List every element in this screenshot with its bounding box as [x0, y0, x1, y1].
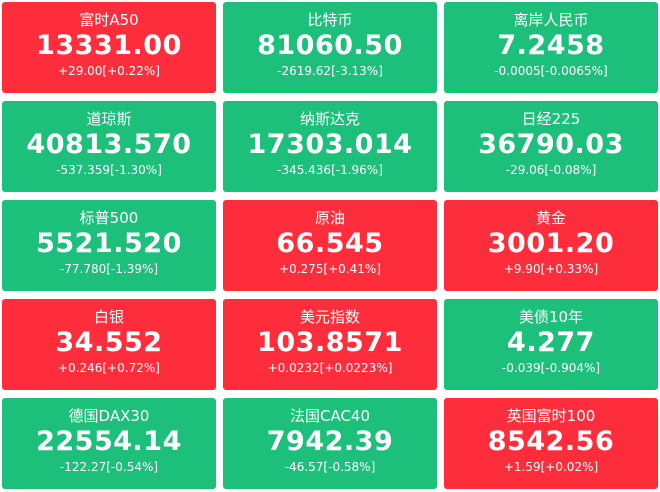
quote-price: 81060.50: [257, 30, 403, 61]
quote-name: 原油: [314, 209, 345, 227]
quote-name: 比特币: [307, 11, 353, 29]
quote-price: 5521.520: [36, 228, 182, 259]
quote-card-sp500[interactable]: 标普500 5521.520 -77.780[-1.39%]: [2, 200, 216, 291]
quote-card-dollar-index[interactable]: 美元指数 103.8571 +0.0232[+0.0223%]: [223, 299, 437, 390]
quote-price: 66.545: [276, 228, 384, 259]
quote-card-us-10y-treasury[interactable]: 美债10年 4.277 -0.039[-0.904%]: [444, 299, 658, 390]
quote-name: 英国富时100: [506, 407, 596, 425]
quote-card-crude-oil[interactable]: 原油 66.545 +0.275[+0.41%]: [223, 200, 437, 291]
quote-change: -29.06[-0.08%]: [505, 163, 597, 177]
quote-card-ftse-100[interactable]: 英国富时100 8542.56 +1.59[+0.02%]: [444, 398, 658, 489]
quote-change: -345.436[-1.96%]: [277, 163, 383, 177]
quote-name: 日经225: [521, 110, 581, 128]
quote-price: 7942.39: [266, 426, 394, 457]
quote-price: 8542.56: [487, 426, 615, 457]
quote-price: 22554.14: [36, 426, 182, 457]
quote-price: 40813.570: [26, 129, 192, 160]
quote-card-ftse-china-a50[interactable]: 富时A50 13331.00 +29.00[+0.22%]: [2, 2, 216, 93]
quote-name: 美元指数: [299, 308, 360, 326]
quote-name: 白银: [93, 308, 124, 326]
quote-card-dax30[interactable]: 德国DAX30 22554.14 -122.27[-0.54%]: [2, 398, 216, 489]
quote-name: 黄金: [535, 209, 566, 227]
quote-price: 7.2458: [497, 30, 605, 61]
quote-card-silver[interactable]: 白银 34.552 +0.246[+0.72%]: [2, 299, 216, 390]
quote-price: 103.8571: [257, 327, 403, 358]
quote-price: 17303.014: [247, 129, 413, 160]
quote-change: +29.00[+0.22%]: [58, 64, 160, 78]
quote-price: 36790.03: [478, 129, 624, 160]
quote-name: 美债10年: [518, 308, 584, 326]
quote-name: 德国DAX30: [68, 407, 150, 425]
quote-card-cac40[interactable]: 法国CAC40 7942.39 -46.57[-0.58%]: [223, 398, 437, 489]
quote-change: -77.780[-1.39%]: [59, 262, 159, 276]
quote-change: -122.27[-0.54%]: [59, 460, 159, 474]
quote-change: -537.359[-1.30%]: [56, 163, 162, 177]
quote-card-offshore-rmb[interactable]: 离岸人民币 7.2458 -0.0005[-0.0065%]: [444, 2, 658, 93]
quote-change: +0.246[+0.72%]: [58, 361, 160, 375]
quote-name: 标普500: [79, 209, 139, 227]
quote-price: 3001.20: [487, 228, 615, 259]
quote-change: -0.039[-0.904%]: [501, 361, 601, 375]
quote-card-nasdaq[interactable]: 纳斯达克 17303.014 -345.436[-1.96%]: [223, 101, 437, 192]
quote-name: 富时A50: [79, 11, 139, 29]
quote-name: 纳斯达克: [299, 110, 360, 128]
quote-name: 离岸人民币: [513, 11, 589, 29]
quote-change: -2619.62[-3.13%]: [277, 64, 383, 78]
quote-price: 34.552: [55, 327, 163, 358]
quote-change: +9.90[+0.33%]: [503, 262, 599, 276]
quote-change: +0.0232[+0.0223%]: [267, 361, 393, 375]
quote-price: 13331.00: [36, 30, 182, 61]
quote-card-bitcoin[interactable]: 比特币 81060.50 -2619.62[-3.13%]: [223, 2, 437, 93]
quote-change: +0.275[+0.41%]: [279, 262, 381, 276]
quote-change: +1.59[+0.02%]: [503, 460, 599, 474]
quote-name: 道琼斯: [86, 110, 132, 128]
quote-card-nikkei-225[interactable]: 日经225 36790.03 -29.06[-0.08%]: [444, 101, 658, 192]
quote-card-dow-jones[interactable]: 道琼斯 40813.570 -537.359[-1.30%]: [2, 101, 216, 192]
quote-name: 法国CAC40: [289, 407, 371, 425]
quote-change: -0.0005[-0.0065%]: [494, 64, 608, 78]
quote-price: 4.277: [507, 327, 595, 358]
quote-card-gold[interactable]: 黄金 3001.20 +9.90[+0.33%]: [444, 200, 658, 291]
quote-change: -46.57[-0.58%]: [284, 460, 376, 474]
